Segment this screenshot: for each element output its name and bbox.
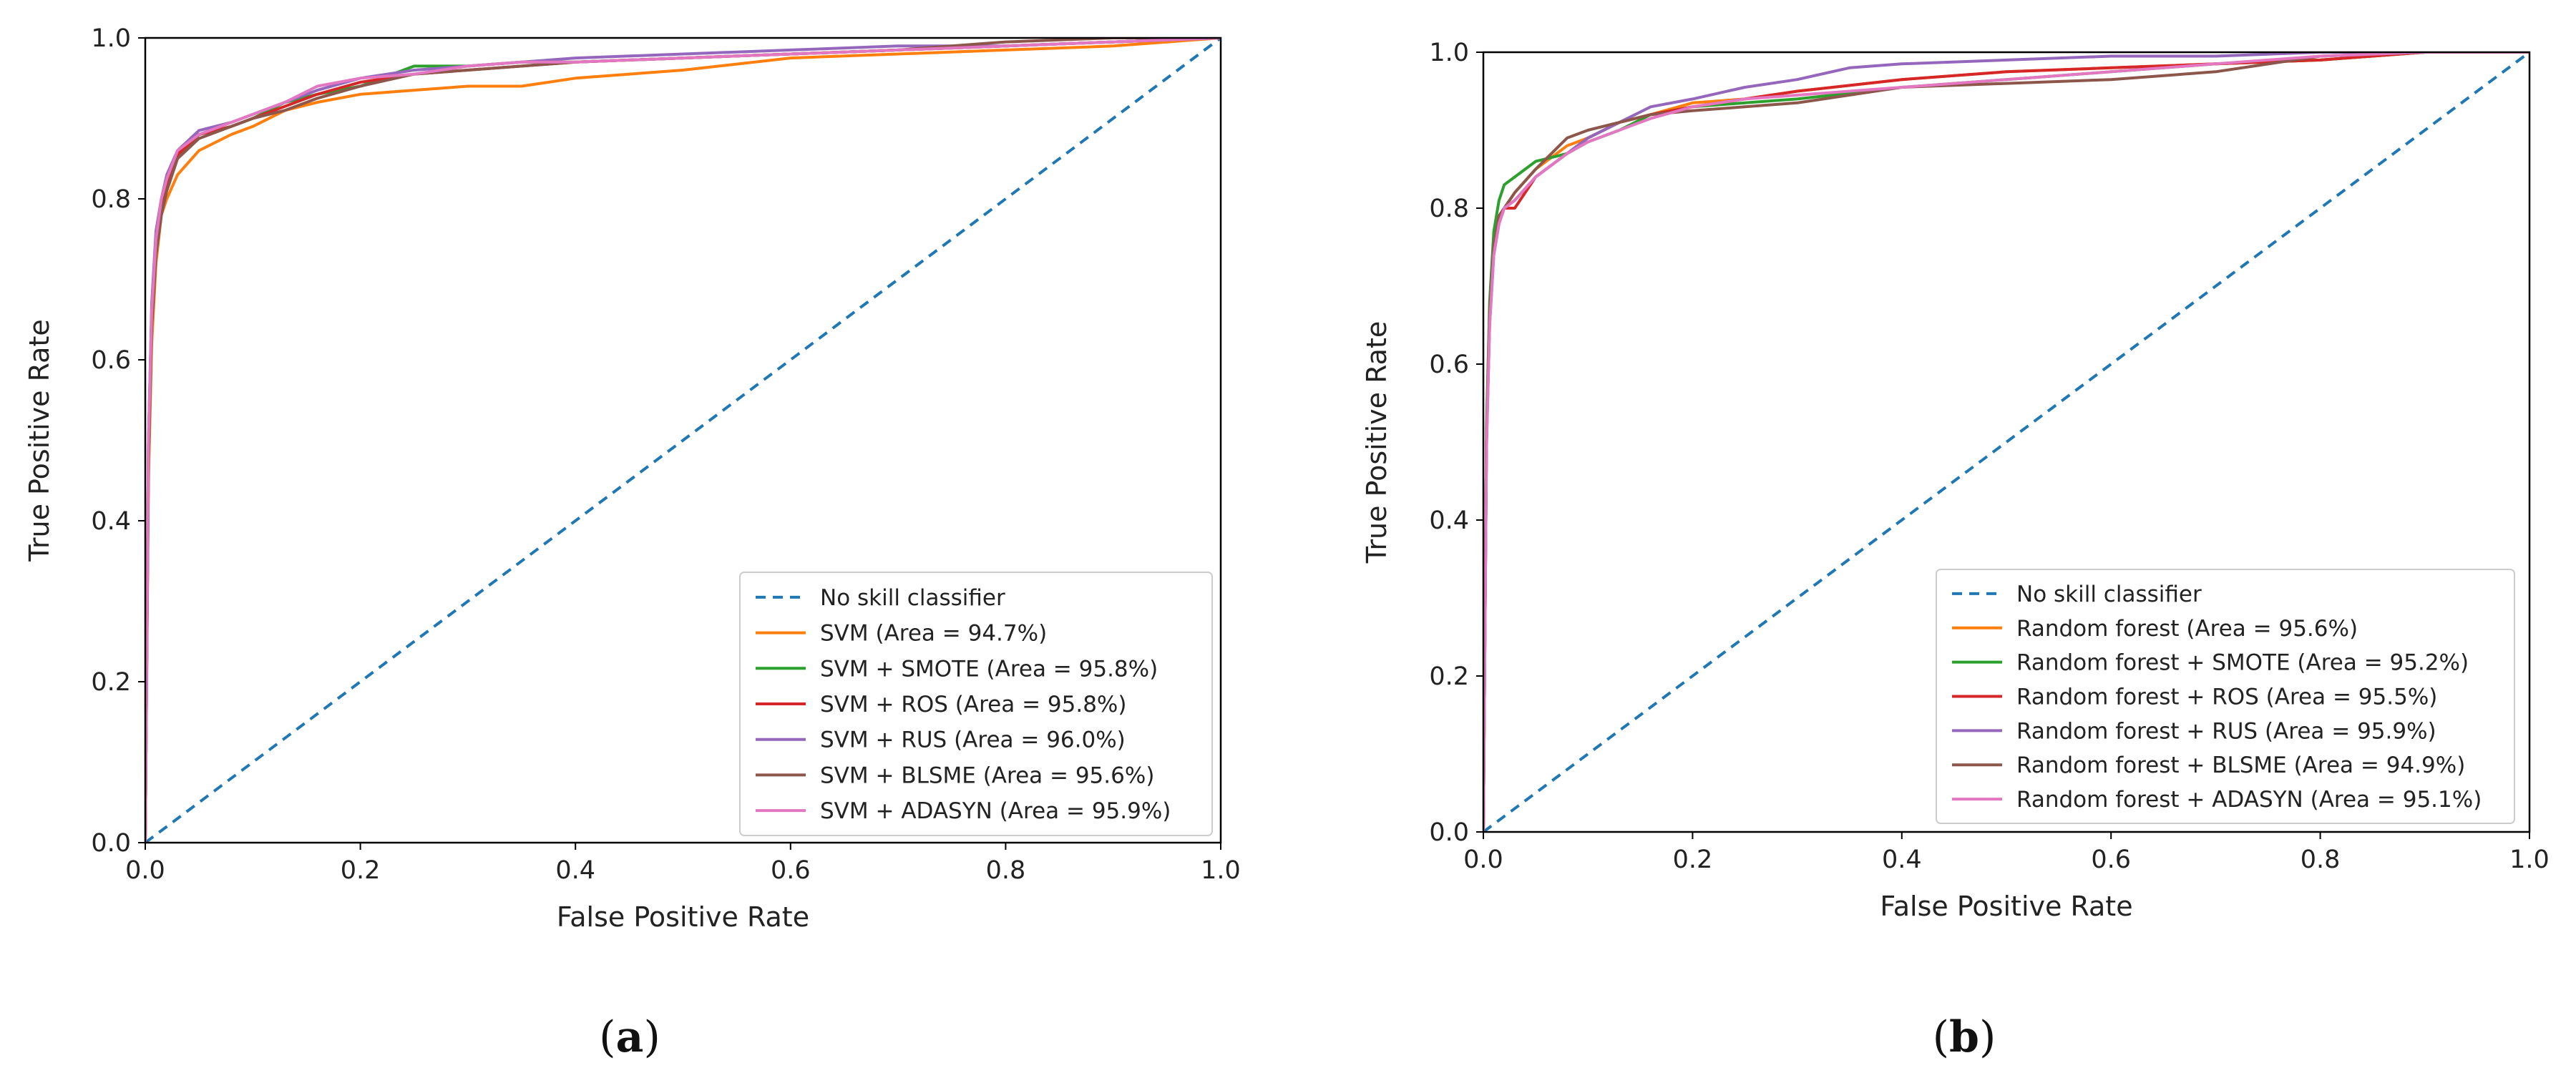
y-tick-label-b-1: 0.2 [1429,662,1469,691]
legend-label-a-3: SVM + ROS (Area = 95.8%) [820,692,1126,717]
x-tick-label-b-4: 0.8 [2301,846,2341,874]
legend-label-b-0: No skill classifier [2016,582,2202,607]
legend-label-b-1: Random forest (Area = 95.6%) [2016,616,2358,642]
x-tick-label-a-3: 0.6 [771,856,811,885]
legend-a: No skill classifier SVM (Area = 94.7%) SVM… [739,572,1213,836]
legend-box-b [1936,569,2515,824]
legend-box-a [739,572,1213,836]
y-tick-label-b-5: 1.0 [1429,39,1469,67]
y-tick-label-b-4: 0.8 [1429,195,1469,223]
x-tick-label-a-1: 0.2 [341,856,381,885]
legend-label-a-6: SVM + ADASYN (Area = 95.9%) [820,798,1171,824]
series-group-a [145,38,1221,843]
y-axis-label-b: True Positive Rate [1361,321,1392,564]
x-axis-label-a: False Positive Rate [557,901,809,933]
legend-b: No skill classifier Random forest (Area =… [1936,569,2515,824]
x-tick-label-a-5: 1.0 [1201,856,1241,885]
series-line-a-6 [145,38,1221,843]
y-tick-label-a-4: 0.8 [91,185,131,214]
chart-b: 0.0 0.2 0.4 0.6 0.8 1.0 0.0 0.2 0.4 0.6 0.8 1.0 Fals… [1361,39,2550,922]
y-tick-label-a-2: 0.4 [91,507,131,536]
legend-label-a-0: No skill classifier [820,585,1005,611]
legend-label-b-2: Random forest + SMOTE (Area = 95.2%) [2016,650,2469,676]
chart-a: 0.0 0.2 0.4 0.6 0.8 1.0 0.0 0.2 0.4 0.6 0.8 1.0 Fals… [24,24,1241,933]
x-tick-label-a-2: 0.4 [555,856,595,885]
legend-label-b-4: Random forest + RUS (Area = 95.9%) [2016,718,2436,744]
series-line-a-0 [145,38,1221,843]
y-tick-label-b-2: 0.4 [1429,506,1469,535]
plot-frame-a [144,36,1222,844]
legend-label-a-4: SVM + RUS (Area = 96.0%) [820,727,1126,753]
y-tick-label-b-0: 0.0 [1429,818,1469,847]
y-tick-label-a-0: 0.0 [91,829,131,858]
series-line-b-6 [1483,52,2529,832]
y-axis-label-a: True Positive Rate [24,319,55,562]
legend-label-a-1: SVM (Area = 94.7%) [820,621,1047,647]
x-axis-label-b: False Positive Rate [1880,891,2132,922]
plot-frame-b [1482,51,2531,833]
x-tick-label-a-4: 0.8 [986,856,1026,885]
legend-label-a-5: SVM + BLSME (Area = 95.6%) [820,763,1154,788]
caption-b: (b) [1933,1012,1996,1062]
y-tick-label-b-3: 0.6 [1429,351,1469,379]
x-tick-label-a-0: 0.0 [125,856,165,885]
x-tick-label-b-0: 0.0 [1463,846,1503,874]
x-tick-label-b-1: 0.2 [1673,846,1713,874]
legend-label-a-2: SVM + SMOTE (Area = 95.8%) [820,656,1158,682]
series-group-b [1483,52,2529,832]
caption-a: (a) [599,1012,660,1062]
y-tick-label-a-1: 0.2 [91,668,131,697]
legend-label-b-5: Random forest + BLSME (Area = 94.9%) [2016,753,2465,778]
legend-label-b-3: Random forest + ROS (Area = 95.5%) [2016,685,2437,710]
x-tick-label-b-3: 0.6 [2091,846,2131,874]
series-line-b-0 [1483,52,2529,832]
legend-label-b-6: Random forest + ADASYN (Area = 95.1%) [2016,787,2482,813]
x-tick-label-b-5: 1.0 [2509,846,2550,874]
y-tick-label-a-5: 1.0 [91,24,131,53]
x-tick-label-b-2: 0.4 [1882,846,1922,874]
y-tick-label-a-3: 0.6 [91,346,131,375]
